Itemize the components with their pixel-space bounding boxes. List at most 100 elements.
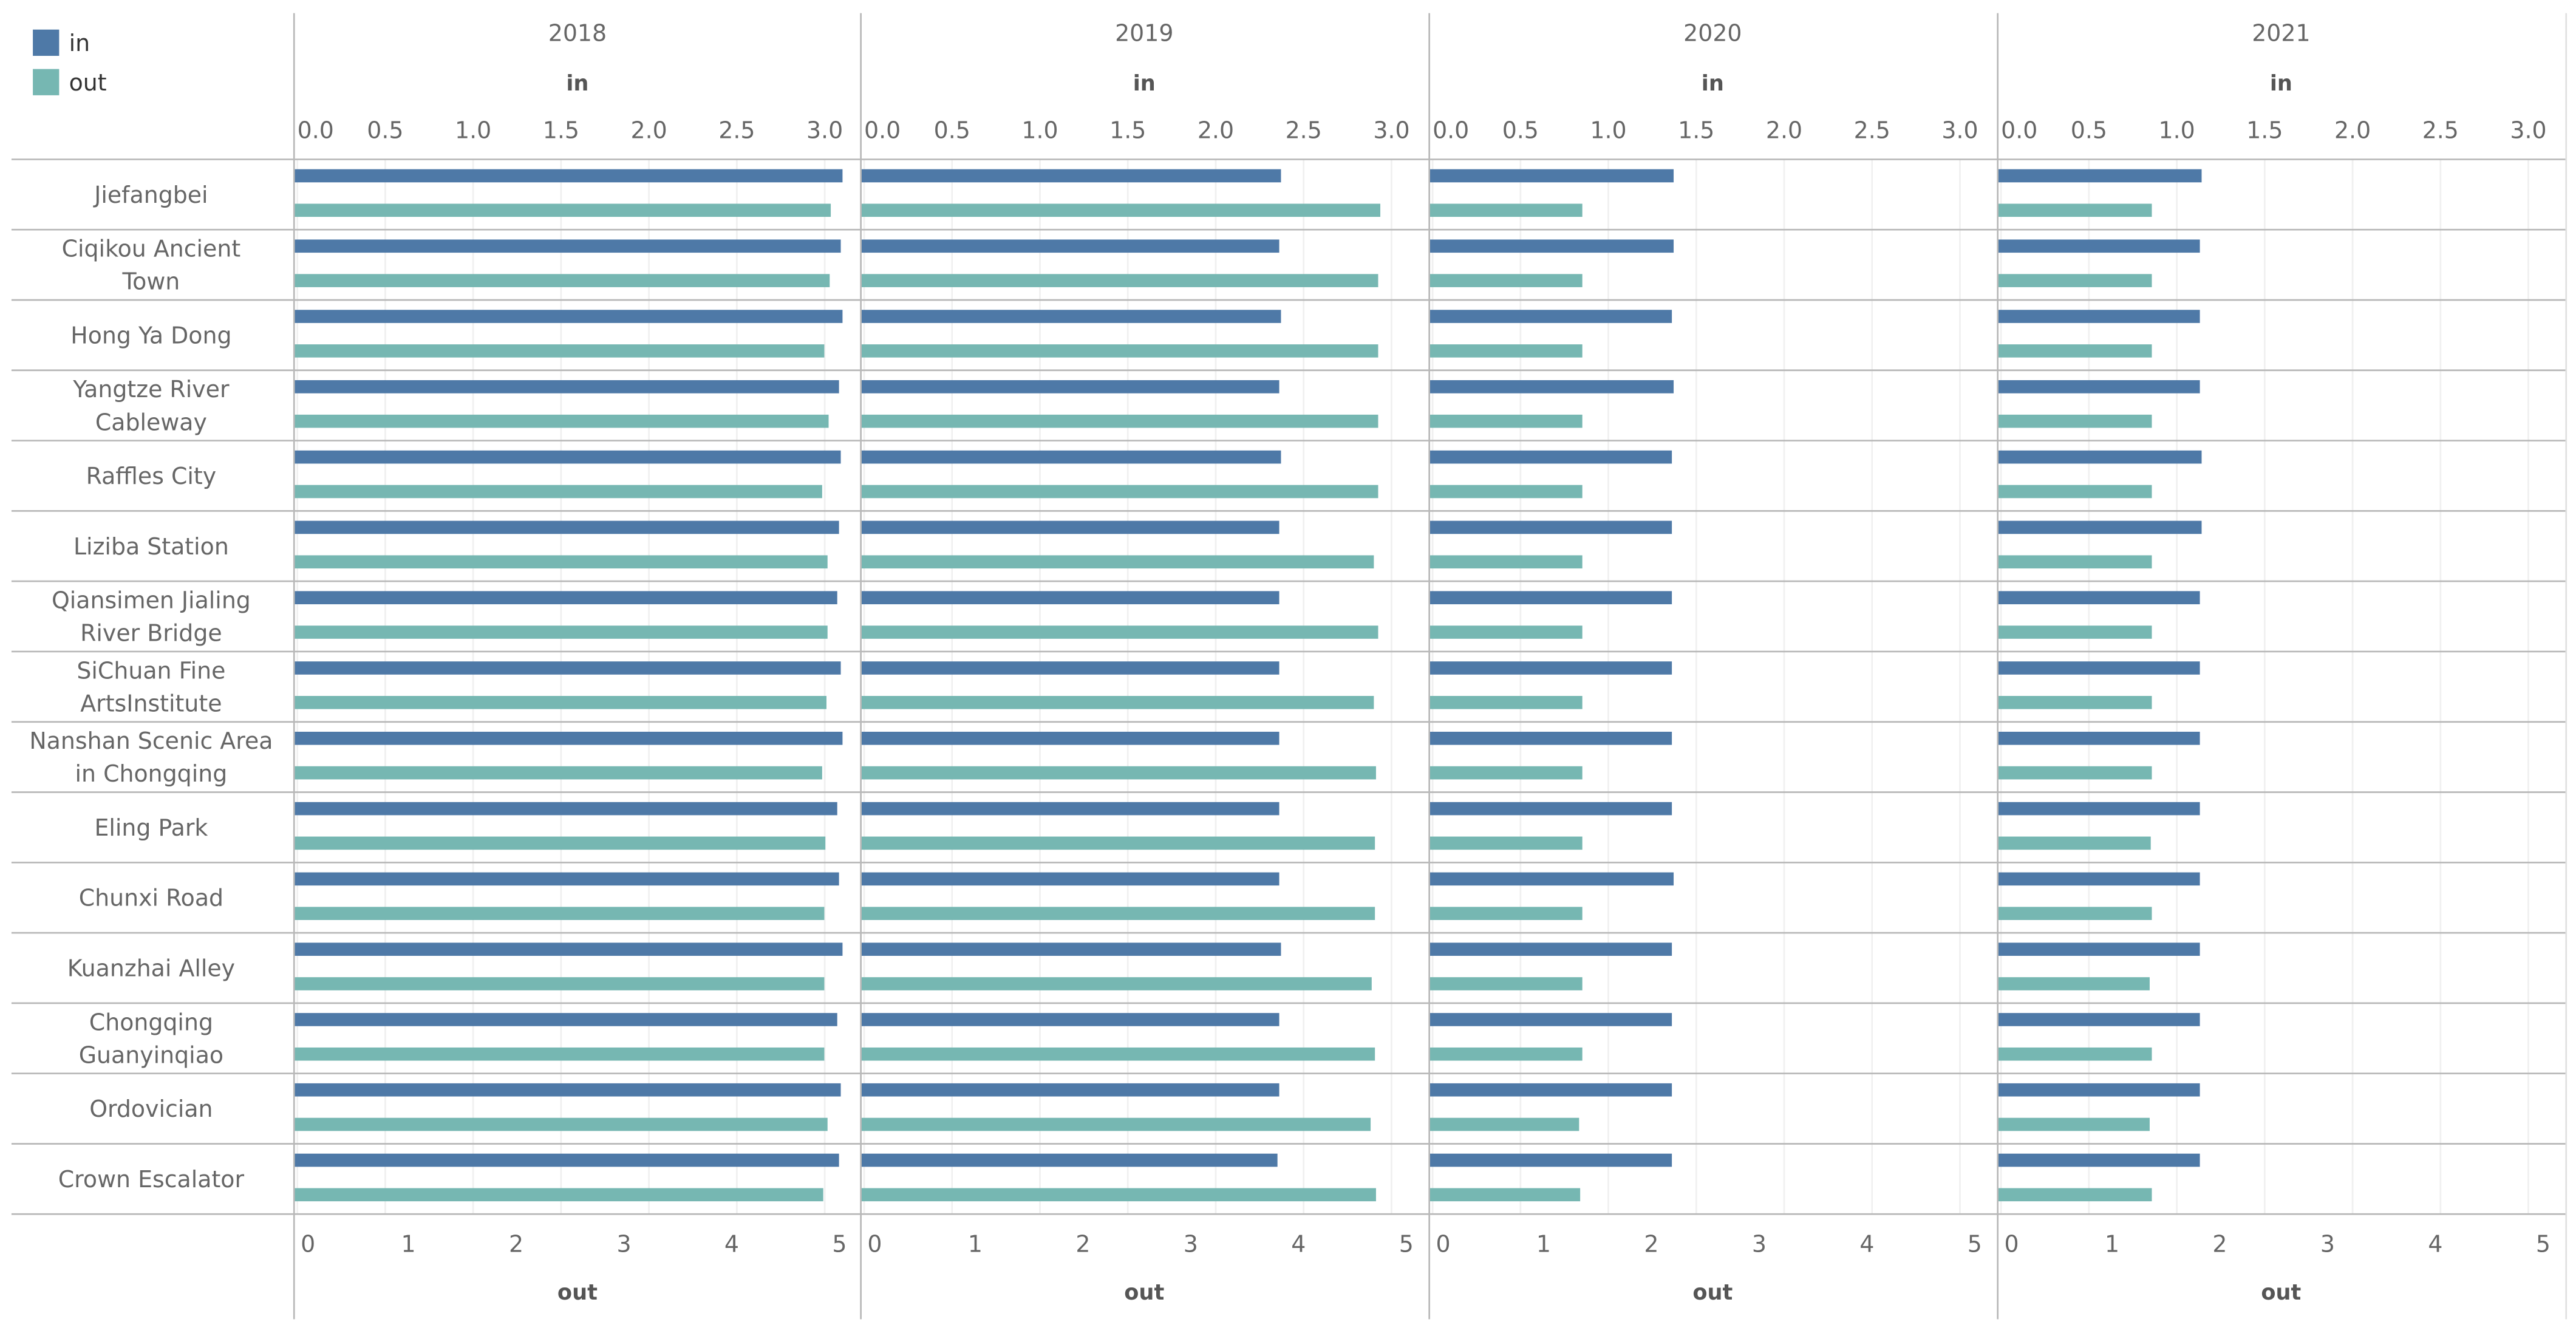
row-label-line: Liziba Station: [73, 533, 229, 560]
bottom-axis-title-2021: out: [2261, 1280, 2301, 1305]
top-tick-2020-2-0: 2.0: [1766, 117, 1802, 143]
top-tick-2018-0-5: 0.5: [367, 117, 403, 143]
bar-in-2019-chunxi-road: [860, 872, 1279, 886]
bar-out-2020-kuanzhai-alley: [1429, 977, 1583, 990]
bar-out-2021-chongqing-guanyinqiao: [1997, 1047, 2152, 1061]
bar-in-2019-jiefangbei: [860, 169, 1281, 183]
row-label-line: in Chongqing: [75, 760, 228, 787]
top-tick-2018-2-0: 2.0: [631, 117, 667, 143]
row-label-line: Raffles City: [86, 463, 217, 489]
bar-out-2019-sichuan-fine-artsinstitute: [860, 695, 1374, 709]
bar-in-2021-liziba-station: [1997, 520, 2202, 534]
bar-out-2021-crown-escalator: [1997, 1188, 2152, 1202]
panel-title-2019: 2019: [1115, 20, 1173, 47]
bar-in-2020-eling-park: [1429, 802, 1672, 816]
bottom-axis-title-2020: out: [1692, 1280, 1733, 1305]
panel-2019: 2019 in 0.0 0.5 1.0 1.5 2.0 2.5 3.0 0 1 2 3 4 5 out: [860, 20, 1414, 1305]
bar-out-2018-hong-ya-dong: [294, 344, 825, 358]
bar-in-2019-chongqing-guanyinqiao: [860, 1013, 1279, 1026]
bar-in-2018-nanshan-scenic-area-in-chongqing: [294, 731, 843, 745]
bottom-tick-2018-2: 2: [509, 1230, 523, 1257]
top-tick-2020-2-5: 2.5: [1854, 117, 1890, 143]
legend-swatch-out: [33, 69, 60, 95]
bar-out-2019-nanshan-scenic-area-in-chongqing: [860, 766, 1376, 780]
bar-out-2020-chongqing-guanyinqiao: [1429, 1047, 1583, 1061]
bar-out-2020-liziba-station: [1429, 555, 1583, 569]
bottom-tick-2018-3: 3: [616, 1230, 631, 1257]
bar-in-2020-yangtze-river-cableway: [1429, 380, 1674, 394]
bar-out-2019-jiefangbei: [860, 203, 1381, 217]
top-tick-2019-0-5: 0.5: [934, 117, 970, 143]
top-axis-title-2018: in: [566, 71, 588, 96]
top-tick-2020-3-0: 3.0: [1941, 117, 1978, 143]
bar-in-2018-chunxi-road: [294, 872, 839, 886]
bar-out-2021-nanshan-scenic-area-in-chongqing: [1997, 766, 2152, 780]
bar-in-2018-chongqing-guanyinqiao: [294, 1013, 837, 1026]
panel-title-2021: 2021: [2252, 20, 2310, 47]
bar-out-2018-kuanzhai-alley: [294, 977, 825, 990]
bar-out-2019-liziba-station: [860, 555, 1374, 569]
top-tick-2020-0-5: 0.5: [1502, 117, 1539, 143]
bottom-tick-2018-0: 0: [301, 1230, 315, 1257]
bar-in-2018-liziba-station: [294, 520, 839, 534]
bar-in-2018-hong-ya-dong: [294, 310, 843, 323]
bar-out-2020-crown-escalator: [1429, 1188, 1581, 1202]
top-tick-2018-3-0: 3.0: [806, 117, 843, 143]
top-tick-2018-1-0: 1.0: [455, 117, 491, 143]
bottom-tick-2019-3: 3: [1184, 1230, 1198, 1257]
bar-out-2018-nanshan-scenic-area-in-chongqing: [294, 766, 822, 780]
bar-in-2018-yangtze-river-cableway: [294, 380, 839, 394]
bar-in-2020-chongqing-guanyinqiao: [1429, 1013, 1672, 1026]
bar-out-2020-yangtze-river-cableway: [1429, 414, 1583, 428]
bar-out-2020-raffles-city: [1429, 485, 1583, 499]
row-label-line: Jiefangbei: [93, 182, 208, 208]
bar-in-2021-eling-park: [1997, 802, 2200, 816]
bar-in-2021-yangtze-river-cableway: [1997, 380, 2200, 394]
legend-label-out: out: [69, 69, 107, 96]
top-tick-2019-1-0: 1.0: [1021, 117, 1058, 143]
bar-in-2021-hong-ya-dong: [1997, 310, 2200, 323]
bar-in-2019-crown-escalator: [860, 1153, 1278, 1167]
bottom-tick-2021-3: 3: [2320, 1230, 2335, 1257]
bar-out-2021-kuanzhai-alley: [1997, 977, 2150, 990]
top-tick-2019-3-0: 3.0: [1373, 117, 1409, 143]
bar-out-2019-chongqing-guanyinqiao: [860, 1047, 1375, 1061]
bottom-tick-2020-1: 1: [1536, 1230, 1551, 1257]
bar-out-2019-eling-park: [860, 836, 1375, 850]
bottom-tick-2019-5: 5: [1399, 1230, 1414, 1257]
panel-title-2020: 2020: [1683, 20, 1742, 47]
top-tick-2021-2-0: 2.0: [2334, 117, 2371, 143]
bar-in-2018-raffles-city: [294, 450, 841, 464]
bar-in-2019-sichuan-fine-artsinstitute: [860, 661, 1279, 675]
top-tick-2019-2-0: 2.0: [1198, 117, 1234, 143]
bar-in-2019-yangtze-river-cableway: [860, 380, 1279, 394]
bar-out-2021-raffles-city: [1997, 485, 2152, 499]
bar-out-2020-nanshan-scenic-area-in-chongqing: [1429, 766, 1583, 780]
bar-out-2020-chunxi-road: [1429, 907, 1583, 920]
bar-out-2019-kuanzhai-alley: [860, 977, 1372, 990]
bar-out-2021-liziba-station: [1997, 555, 2152, 569]
bar-in-2021-nanshan-scenic-area-in-chongqing: [1997, 731, 2200, 745]
bar-out-2020-sichuan-fine-artsinstitute: [1429, 695, 1583, 709]
bar-out-2020-eling-park: [1429, 836, 1583, 850]
bottom-tick-2020-3: 3: [1752, 1230, 1767, 1257]
bar-out-2021-chunxi-road: [1997, 907, 2152, 920]
bar-in-2018-qiansimen-jialing-river-bridge: [294, 591, 837, 605]
bar-out-2020-ciqikou-ancient-town: [1429, 274, 1583, 287]
bar-out-2020-jiefangbei: [1429, 203, 1583, 217]
row-label-liziba-station: Liziba Station: [73, 533, 229, 560]
bar-out-2018-raffles-city: [294, 485, 822, 499]
bar-in-2019-hong-ya-dong: [860, 310, 1281, 323]
row-label-chongqing-guanyinqiao: Chongqing Guanyinqiao: [79, 1009, 223, 1068]
row-label-crown-escalator: Crown Escalator: [58, 1166, 245, 1193]
top-tick-2021-2-5: 2.5: [2422, 117, 2459, 143]
row-label-sichuan-fine-artsinstitute: SiChuan Fine ArtsInstitute: [77, 657, 225, 717]
row-label-line: Eling Park: [94, 814, 208, 841]
bar-out-2018-ciqikou-ancient-town: [294, 274, 830, 287]
top-tick-2018-1-5: 1.5: [543, 117, 579, 143]
row-label-qiansimen-jialing-river-bridge: Qiansimen Jialing River Bridge: [52, 587, 251, 647]
bar-in-2018-ciqikou-ancient-town: [294, 239, 841, 253]
bar-in-2021-crown-escalator: [1997, 1153, 2200, 1167]
bottom-tick-2021-2: 2: [2212, 1230, 2227, 1257]
